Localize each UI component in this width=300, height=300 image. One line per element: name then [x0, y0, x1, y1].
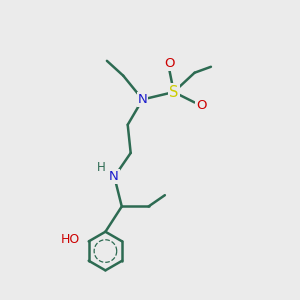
Text: O: O: [196, 99, 206, 112]
Text: H: H: [97, 161, 105, 174]
Text: O: O: [164, 57, 175, 70]
Text: N: N: [138, 93, 147, 106]
Text: HO: HO: [61, 232, 80, 245]
Text: S: S: [169, 85, 178, 100]
Text: N: N: [109, 170, 118, 183]
